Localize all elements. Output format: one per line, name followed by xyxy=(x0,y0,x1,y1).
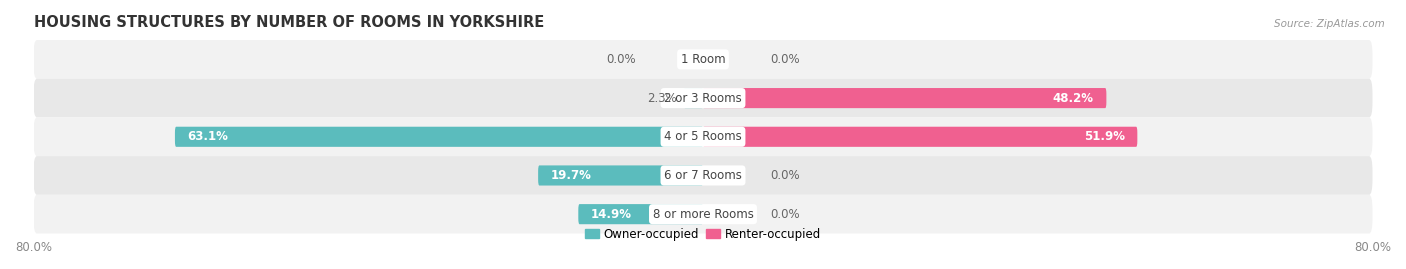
Text: 0.0%: 0.0% xyxy=(770,208,800,221)
FancyBboxPatch shape xyxy=(683,88,703,108)
Text: 2 or 3 Rooms: 2 or 3 Rooms xyxy=(664,91,742,105)
Text: 6 or 7 Rooms: 6 or 7 Rooms xyxy=(664,169,742,182)
Text: 4 or 5 Rooms: 4 or 5 Rooms xyxy=(664,130,742,143)
FancyBboxPatch shape xyxy=(34,79,1372,118)
FancyBboxPatch shape xyxy=(34,118,1372,156)
FancyBboxPatch shape xyxy=(174,127,703,147)
Text: 0.0%: 0.0% xyxy=(770,169,800,182)
FancyBboxPatch shape xyxy=(578,204,703,224)
Text: 48.2%: 48.2% xyxy=(1053,91,1094,105)
Text: 19.7%: 19.7% xyxy=(551,169,592,182)
Text: 8 or more Rooms: 8 or more Rooms xyxy=(652,208,754,221)
Text: 63.1%: 63.1% xyxy=(187,130,228,143)
FancyBboxPatch shape xyxy=(538,165,703,186)
Text: 51.9%: 51.9% xyxy=(1084,130,1125,143)
Text: HOUSING STRUCTURES BY NUMBER OF ROOMS IN YORKSHIRE: HOUSING STRUCTURES BY NUMBER OF ROOMS IN… xyxy=(34,15,544,30)
Text: 0.0%: 0.0% xyxy=(606,53,636,66)
FancyBboxPatch shape xyxy=(34,195,1372,233)
Text: Source: ZipAtlas.com: Source: ZipAtlas.com xyxy=(1274,19,1385,29)
FancyBboxPatch shape xyxy=(34,40,1372,79)
Legend: Owner-occupied, Renter-occupied: Owner-occupied, Renter-occupied xyxy=(579,223,827,245)
FancyBboxPatch shape xyxy=(703,88,1107,108)
FancyBboxPatch shape xyxy=(703,127,1137,147)
Text: 2.3%: 2.3% xyxy=(647,91,678,105)
FancyBboxPatch shape xyxy=(34,156,1372,195)
Text: 1 Room: 1 Room xyxy=(681,53,725,66)
Text: 0.0%: 0.0% xyxy=(770,53,800,66)
Text: 14.9%: 14.9% xyxy=(591,208,631,221)
